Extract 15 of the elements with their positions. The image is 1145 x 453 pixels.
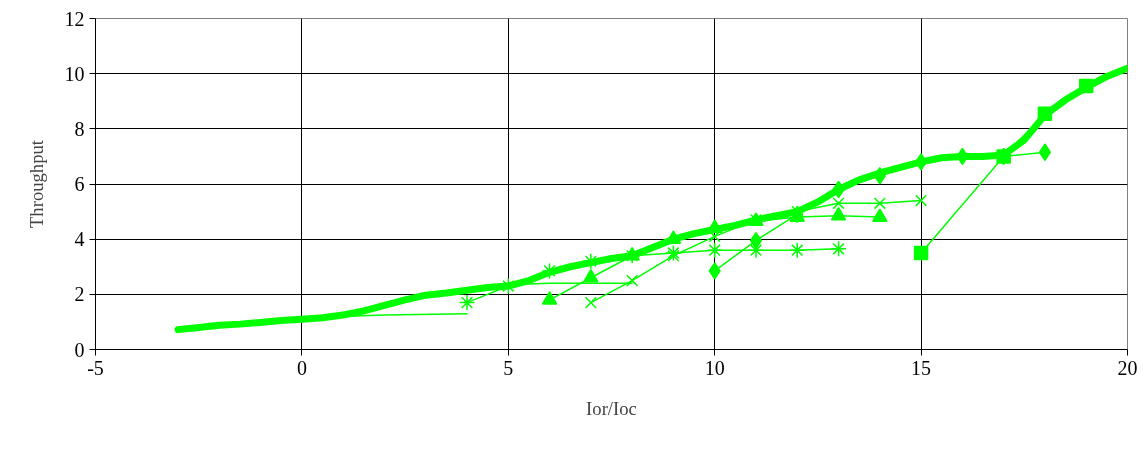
x-tick-label: 10 [704,356,725,379]
x-tick-label: 0 [296,356,307,379]
y-tick-label: 10 [64,62,85,85]
y-axis-title: Throughput [25,139,47,229]
y-tick-label: 0 [74,338,85,361]
x-tick-label: 5 [503,356,514,379]
x-axis-title: Ior/Ioc [586,397,637,419]
y-tick-label: 4 [74,228,85,251]
x-tick-label: 20 [1117,356,1138,379]
y-tick-label: 8 [74,117,85,140]
x-tick-label: -5 [87,356,104,379]
x-tick-label: 15 [911,356,932,379]
y-tick-label: 12 [64,7,85,30]
y-tick-label: 6 [74,173,85,195]
y-tick-label: 2 [74,283,85,306]
